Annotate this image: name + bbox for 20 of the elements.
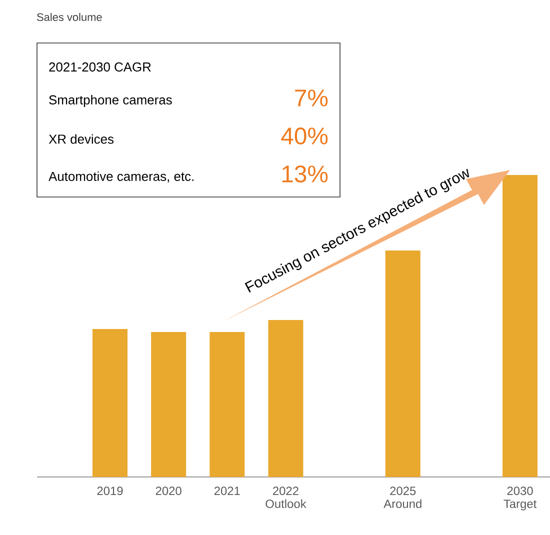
bar [92,329,128,477]
bar [210,332,245,477]
bar [385,250,420,477]
bar [502,174,538,477]
text: Smartphone cameras [49,94,172,108]
text: 40% [281,128,328,144]
bar [268,320,304,477]
x-tick-label: 2025 Around [384,486,422,508]
text: Sales volume [37,12,102,22]
x-tick-label: 2022 Outlook [266,486,306,508]
x-tick-label: 2021 [214,486,240,496]
text: 7% [295,90,328,106]
annotation: 13% [282,166,328,182]
annotation: Automotive cameras, etc. [48,171,194,183]
x-tick-label: 2019 [97,486,123,496]
x-tick-label: 2030 Target [504,486,537,510]
bar [151,332,186,477]
text: 2021-2030 CAGR [49,62,151,72]
x-tick-label: 2020 [156,486,182,496]
text: XR devices [48,134,114,144]
